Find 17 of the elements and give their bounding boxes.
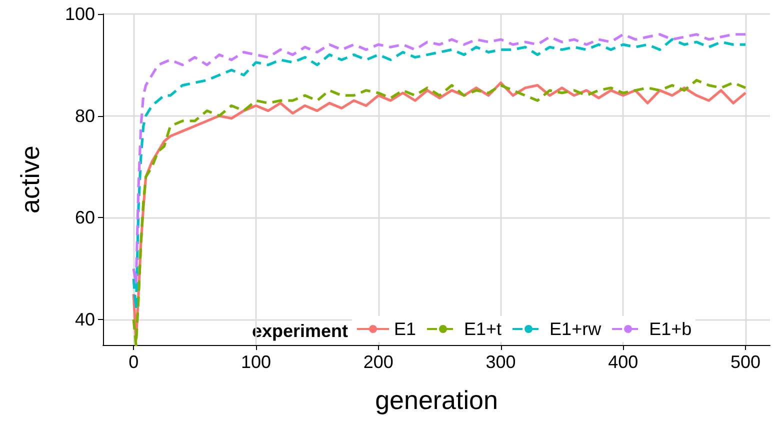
legend-label: E1+b [649,319,692,339]
y-axis-title: active [15,146,45,214]
legend-label: E1+rw [550,319,602,339]
x-axis-title: generation [375,385,498,415]
legend-title: experiment [252,321,348,341]
x-tick-label: 400 [608,352,638,372]
x-tick-label: 0 [128,352,139,372]
y-tick-label: 60 [74,208,95,228]
legend-label: E1+t [464,319,502,339]
x-tick-label: 200 [363,352,394,372]
x-tick-label: 300 [486,352,516,372]
y-tick-label: 40 [74,310,95,330]
legend-label: E1 [394,319,416,339]
y-tick-label: 80 [74,106,95,126]
y-tick-label: 100 [64,4,95,24]
x-tick-label: 500 [730,352,761,372]
x-tick-label: 100 [240,352,272,372]
